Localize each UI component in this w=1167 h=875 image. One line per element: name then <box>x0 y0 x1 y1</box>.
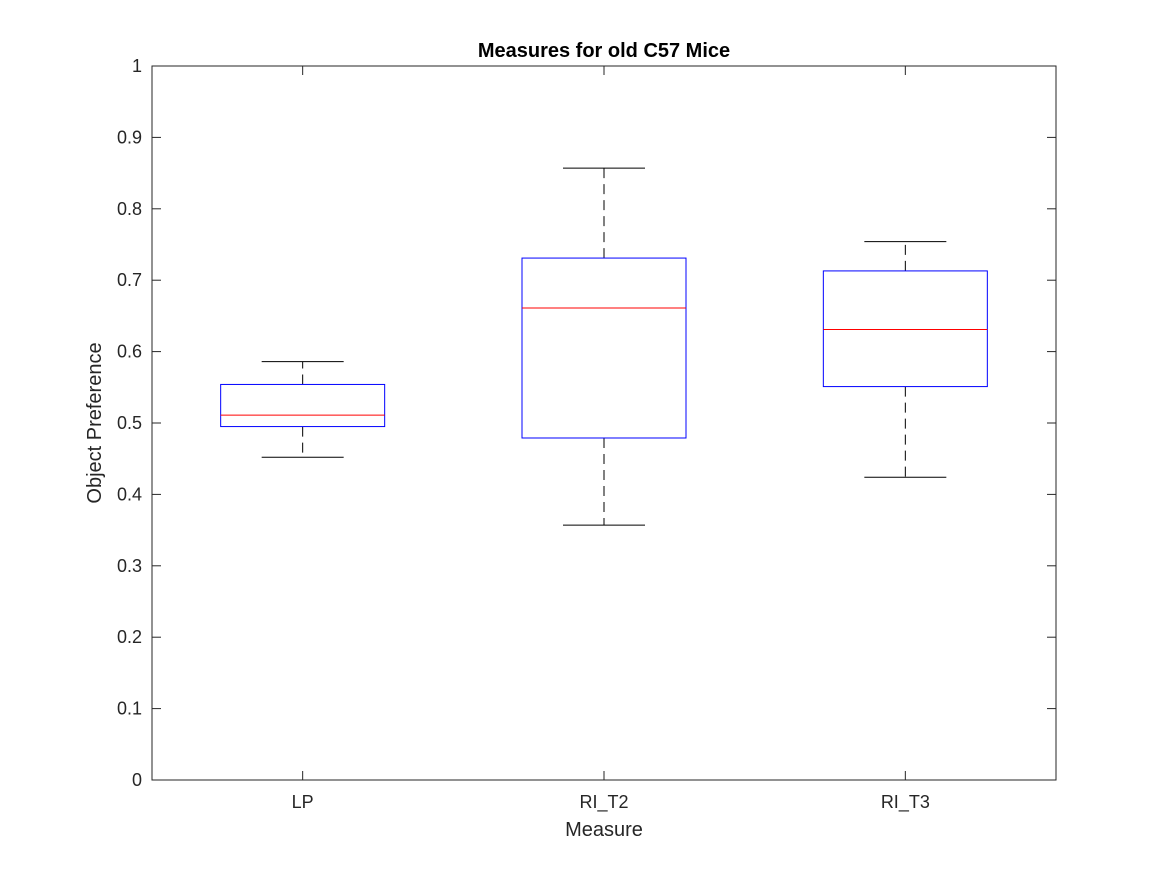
box-ri-t2 <box>521 167 687 526</box>
y-tick-label: 0 <box>132 770 142 790</box>
iqr-box <box>822 270 988 388</box>
y-tick-label: 0.3 <box>117 556 142 576</box>
box-lp <box>220 361 386 458</box>
y-axis: 0 0.1 0.2 0.3 0.4 0.5 0.6 0.7 0.8 0.9 1 <box>117 56 1056 790</box>
y-tick-label: 0.2 <box>117 627 142 647</box>
y-tick-label: 0.5 <box>117 413 142 433</box>
boxes-group <box>220 167 988 526</box>
y-tick-label: 0.7 <box>117 270 142 290</box>
y-axis-title: Object Preference <box>84 342 106 503</box>
x-tick-label: RI_T3 <box>881 792 930 813</box>
iqr-box <box>220 383 386 428</box>
y-tick-label: 1 <box>132 56 142 76</box>
chart-title: Measures for old C57 Mice <box>478 40 730 62</box>
x-axis: LP RI_T2 RI_T3 <box>292 66 930 813</box>
y-tick-label: 0.6 <box>117 342 142 362</box>
y-tick-label: 0.1 <box>117 699 142 719</box>
box-ri-t3 <box>822 241 988 478</box>
y-tick-label: 0.4 <box>117 484 142 504</box>
y-tick-label: 0.8 <box>117 199 142 219</box>
y-tick-label: 0.9 <box>117 127 142 147</box>
iqr-box <box>521 257 687 439</box>
x-axis-title: Measure <box>565 819 643 841</box>
x-tick-label: LP <box>292 792 314 812</box>
x-tick-label: RI_T2 <box>579 792 628 813</box>
